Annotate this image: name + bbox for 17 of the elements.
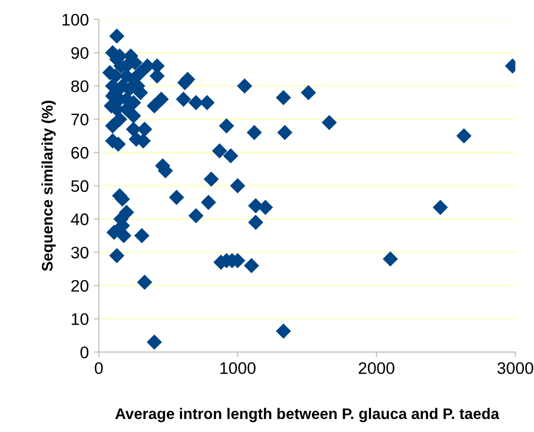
y-tick-label: 70 — [71, 114, 88, 126]
y-tick-label: 40 — [70, 213, 88, 226]
y-tick-label: 90 — [71, 47, 88, 59]
x-axis-title: Average intron length between P. glauca and P. taeda — [115, 408, 500, 422]
y-tick-label: 0 — [80, 346, 88, 358]
y-tick-label: 10 — [72, 313, 88, 326]
x-tick-label: 0 — [94, 362, 103, 374]
x-tick-label: 2000 — [358, 362, 394, 374]
y-tick-label: 80 — [71, 80, 88, 92]
y-tick-label: 60 — [71, 146, 88, 159]
y-tick-label: 50 — [71, 180, 88, 192]
y-tick-label: 30 — [71, 246, 88, 258]
y-axis-title: Sequence similarity (%) — [41, 100, 56, 272]
x-tick-label: 3000 — [497, 362, 534, 374]
y-tick-label: 100 — [62, 14, 88, 26]
y-tick-label: 20 — [71, 280, 88, 292]
x-tick-label: 1000 — [220, 362, 256, 374]
